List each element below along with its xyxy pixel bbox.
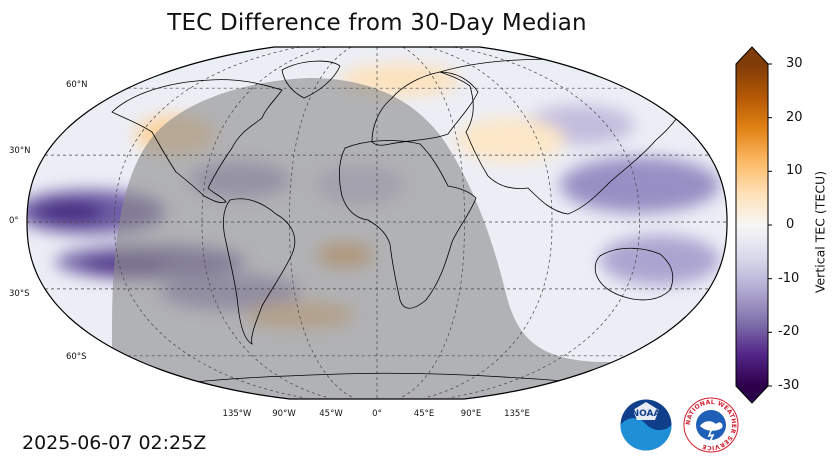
lat-label-30n: 30°N — [9, 146, 31, 156]
colorbar-tick-label: 0 — [786, 217, 795, 232]
lon-label-45e: 45°E — [413, 409, 435, 419]
australia-outline — [594, 247, 674, 301]
lat-label-60n: 60°N — [66, 80, 88, 90]
europe-outline — [371, 71, 479, 146]
graticule — [27, 47, 727, 399]
colorbar-tick-label: 10 — [786, 163, 803, 178]
noaa-logo: NOAA — [620, 399, 672, 451]
colorbar-tick-label: -20 — [778, 324, 800, 339]
colorbar-tick-label: 30 — [786, 56, 803, 71]
colorbar-body — [736, 64, 768, 386]
lon-label-90w: 90°W — [272, 409, 296, 419]
africa-outline — [338, 140, 477, 309]
greenland-outline — [281, 60, 341, 99]
longitude-gridline — [424, 47, 553, 399]
colorbar-max-extend — [736, 47, 768, 64]
night-side-shading — [27, 78, 727, 399]
colorbar-tick-label: -30 — [778, 378, 800, 393]
colorbar-min-extend — [736, 386, 768, 403]
lon-label-0: 0° — [372, 409, 382, 419]
map-content — [27, 47, 727, 399]
south-america-outline — [222, 198, 296, 345]
timestamp: 2025-06-07 02:25Z — [22, 432, 207, 454]
nws-logo: NATIONAL WEATHER SERVICE — [683, 397, 739, 453]
map-boundary — [26, 46, 728, 400]
lat-label-equator: 0° — [9, 216, 19, 226]
north-america-outline — [111, 79, 283, 203]
colorbar-label: Vertical TEC (TECU) — [812, 170, 828, 294]
lon-label-135e: 135°E — [504, 409, 530, 419]
colorbar-ticks — [768, 63, 772, 387]
colorbar-tick-label: -10 — [778, 271, 800, 286]
lon-label-45w: 45°W — [319, 409, 343, 419]
longitude-gridline — [400, 47, 465, 399]
lon-label-90e: 90°E — [460, 409, 482, 419]
lat-label-30s: 30°S — [9, 289, 30, 299]
noaa-logo-text: NOAA — [632, 409, 661, 419]
lat-label-60s: 60°S — [66, 352, 87, 362]
longitude-gridline — [201, 47, 330, 399]
lon-label-135w: 135°W — [222, 409, 252, 419]
map-title: TEC Difference from 30-Day Median — [167, 10, 587, 36]
longitude-gridline — [289, 47, 354, 399]
colorbar-tick-label: 20 — [786, 110, 803, 125]
